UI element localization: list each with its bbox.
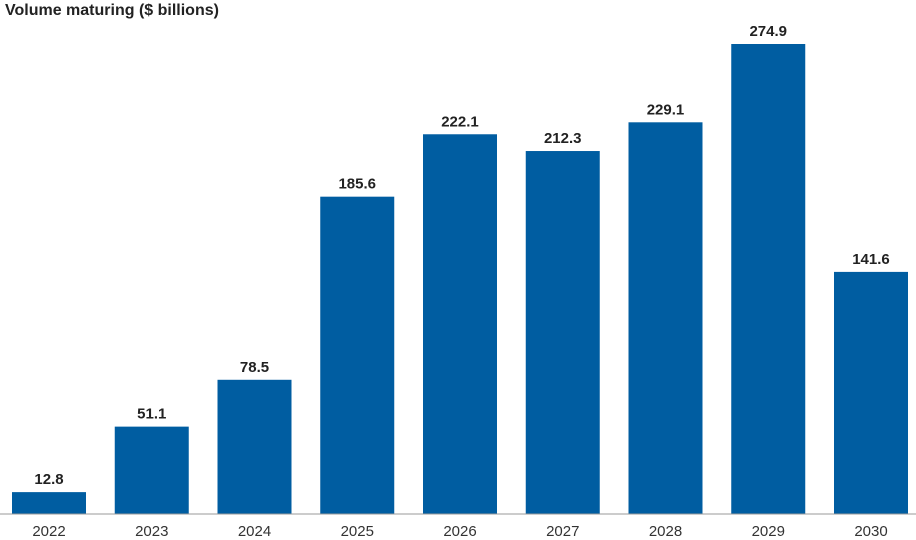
data-label-2030: 141.6 (852, 251, 890, 268)
x-tick-label-2025: 2025 (341, 523, 374, 540)
data-label-2023: 51.1 (137, 406, 166, 423)
data-label-2027: 212.3 (544, 130, 582, 147)
x-tick-label-2026: 2026 (443, 523, 476, 540)
bar-2024 (217, 379, 292, 514)
data-label-2029: 274.9 (749, 23, 787, 40)
x-tick-label-2029: 2029 (752, 523, 785, 540)
x-tick-label-2023: 2023 (135, 523, 168, 540)
bar-2027 (525, 151, 600, 514)
x-tick-label-2027: 2027 (546, 523, 579, 540)
data-label-2022: 12.8 (34, 471, 63, 488)
data-label-2024: 78.5 (240, 359, 269, 376)
chart-title: Volume maturing ($ billions) (5, 2, 219, 19)
bar-2026 (423, 134, 497, 514)
data-label-2028: 229.1 (647, 101, 685, 118)
bar-2028 (628, 122, 703, 515)
x-tick-label-2028: 2028 (649, 523, 682, 540)
bar-2025 (320, 196, 395, 514)
data-label-2026: 222.1 (441, 113, 479, 130)
bar-2022 (12, 492, 86, 514)
data-label-2025: 185.6 (338, 176, 376, 193)
x-tick-label-2022: 2022 (32, 523, 65, 540)
bar-2023 (114, 426, 189, 514)
bar-2030 (834, 271, 908, 514)
x-tick-label-2024: 2024 (238, 523, 271, 540)
x-tick-label-2030: 2030 (854, 523, 887, 540)
bar-2029 (731, 44, 806, 514)
